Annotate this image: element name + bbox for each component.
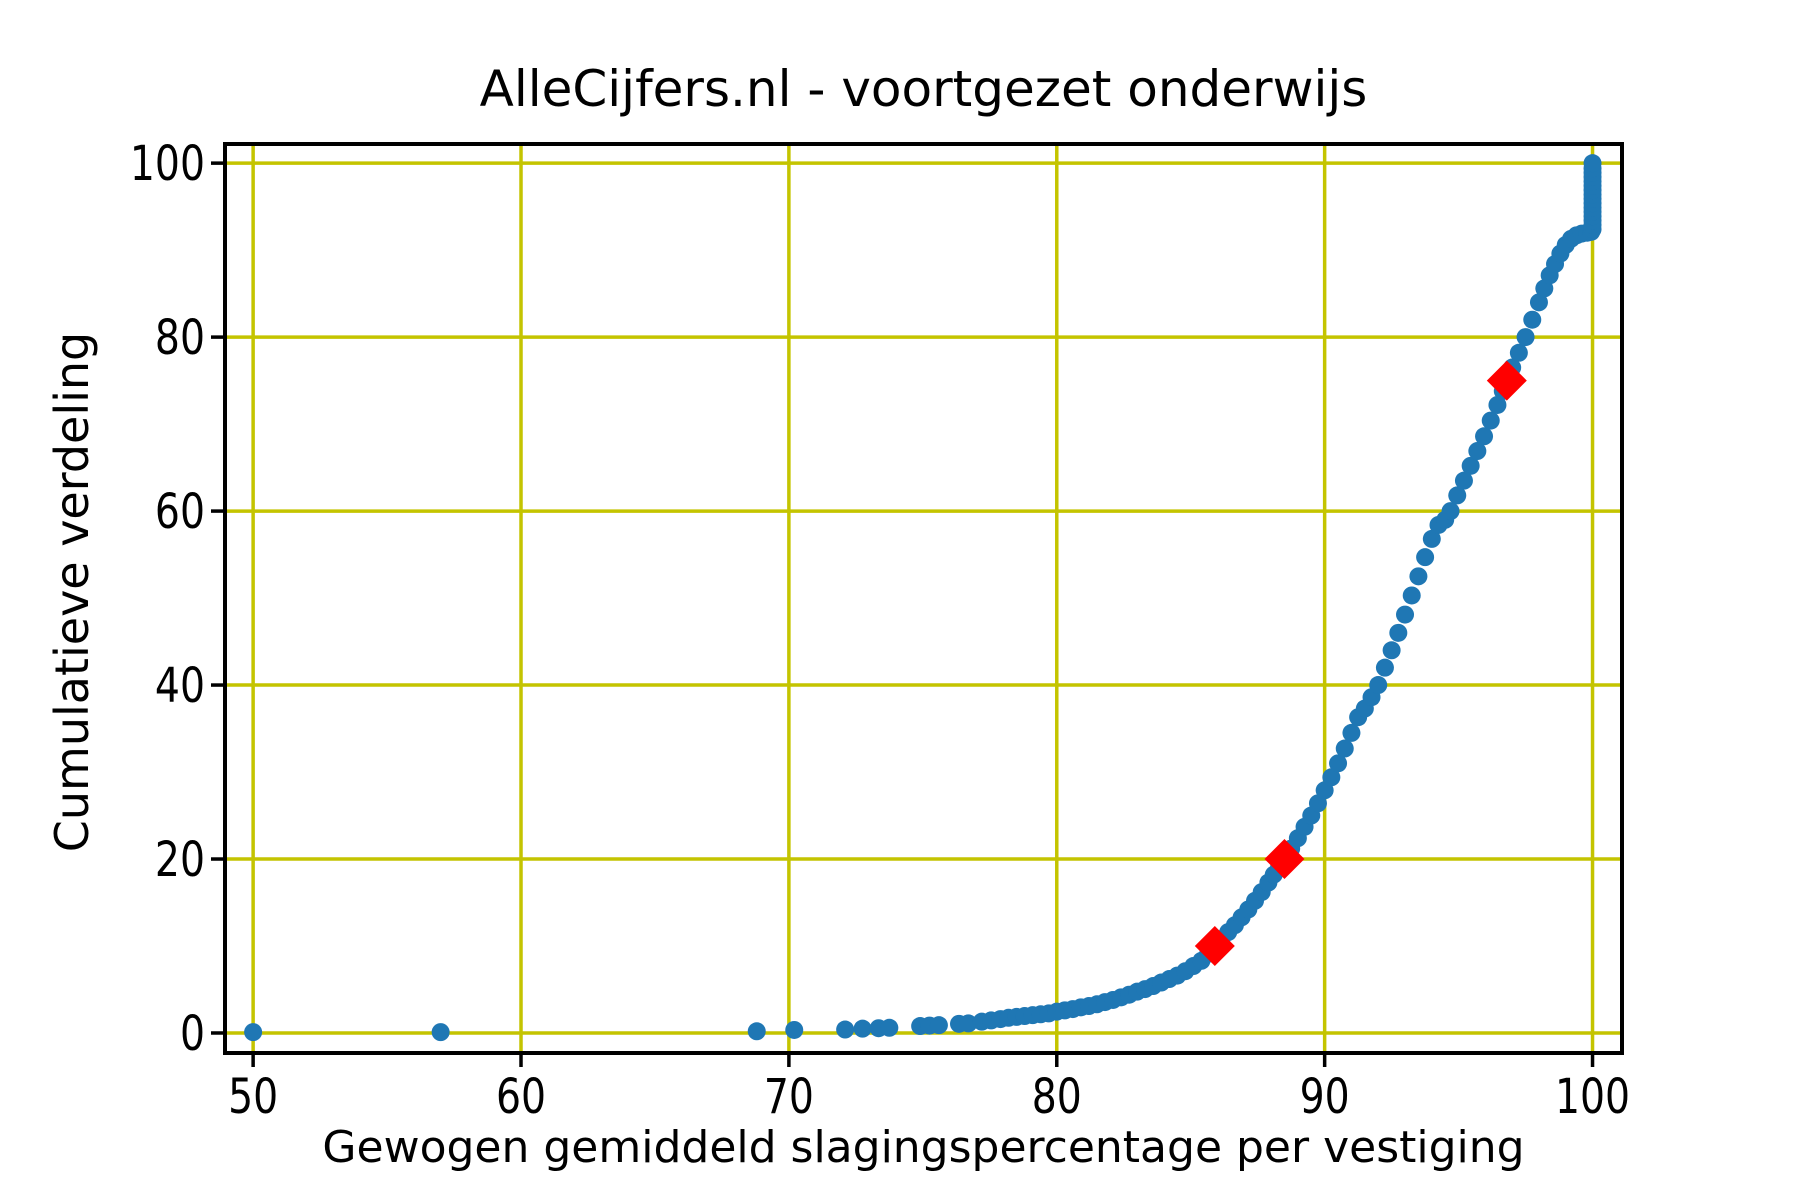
cumulative-distribution-point: [1529, 293, 1548, 312]
cumulative-distribution-point: [785, 1020, 804, 1039]
cumulative-distribution-point: [1329, 754, 1348, 773]
cumulative-distribution-point: [1468, 442, 1487, 461]
x-tick-label: 80: [1032, 1069, 1082, 1125]
cumulative-distribution-point: [880, 1018, 899, 1037]
cumulative-distribution-point: [1375, 658, 1394, 677]
spines: [223, 142, 1624, 1055]
cumulative-distribution-point: [959, 1014, 978, 1033]
series-percentile-markers: [1194, 360, 1527, 967]
cumulative-distribution-point: [853, 1019, 872, 1038]
y-tick-label: 20: [155, 832, 205, 888]
y-tick-label: 100: [130, 136, 205, 192]
cumulative-distribution-point: [1409, 567, 1428, 586]
cumulative-distribution-point: [1583, 154, 1602, 173]
cumulative-distribution-point: [1475, 427, 1494, 446]
cumulative-distribution-point: [1369, 676, 1388, 695]
percentile-markers-point: [1486, 360, 1527, 401]
cumulative-distribution-point: [1402, 586, 1421, 605]
cumulative-distribution-point: [747, 1022, 766, 1041]
y-tick-label: 60: [155, 484, 205, 540]
cumulative-distribution-point: [1342, 723, 1361, 742]
chart-title: AlleCijfers.nl - voortgezet onderwijs: [479, 60, 1368, 118]
percentile-markers-point: [1194, 926, 1235, 967]
x-axis-label: Gewogen gemiddeld slagingspercentage per…: [322, 1122, 1525, 1173]
x-tick-label: 60: [496, 1069, 546, 1125]
cumulative-distribution-point: [1448, 486, 1467, 505]
y-axis-label: Cumulatieve verdeling: [45, 331, 99, 853]
cumulative-distribution-point: [1454, 471, 1473, 490]
y-tick-label: 40: [155, 658, 205, 714]
cumulative-distribution-point: [1523, 310, 1542, 329]
plot-border: [223, 142, 1624, 1055]
cumulative-distribution-point: [1461, 456, 1480, 475]
x-tick-label: 90: [1300, 1069, 1350, 1125]
grid: [225, 144, 1622, 1053]
cumulative-distribution-point: [1322, 768, 1341, 787]
x-tick-label: 100: [1555, 1069, 1630, 1125]
cumulative-distribution-point: [1389, 623, 1408, 642]
x-tick-label: 50: [228, 1069, 278, 1125]
cumulative-distribution-point: [1509, 343, 1528, 362]
y-ticks: [211, 161, 225, 1035]
cumulative-distribution-point: [1481, 411, 1500, 430]
cumulative-distribution-point: [836, 1020, 855, 1039]
y-tick-labels: 0 20 40 60 80 100: [130, 136, 205, 1062]
cumulative-distribution-point: [1441, 502, 1460, 521]
series-cumulative-distribution: [244, 154, 1602, 1042]
x-tick-labels: 50 60 70 80 90 100: [228, 1069, 1630, 1125]
cumulative-distribution-point: [244, 1023, 263, 1042]
x-tick-label: 70: [764, 1069, 814, 1125]
x-ticks: [251, 1053, 1595, 1067]
percentile-markers-point: [1264, 839, 1305, 880]
cumulative-distribution-point: [1335, 739, 1354, 758]
y-tick-label: 80: [155, 310, 205, 366]
cumulative-distribution-point: [929, 1016, 948, 1035]
cumulative-distribution-point: [431, 1023, 450, 1042]
cumulative-distribution-point: [1416, 548, 1435, 567]
cumulative-distribution-point: [1422, 529, 1441, 548]
y-tick-label: 0: [180, 1006, 205, 1062]
cumulative-distribution-point: [1488, 395, 1507, 414]
cumulative-distribution-point: [1516, 328, 1535, 347]
cumulative-distribution-point: [1382, 641, 1401, 660]
cumulative-distribution-point: [1396, 605, 1415, 624]
